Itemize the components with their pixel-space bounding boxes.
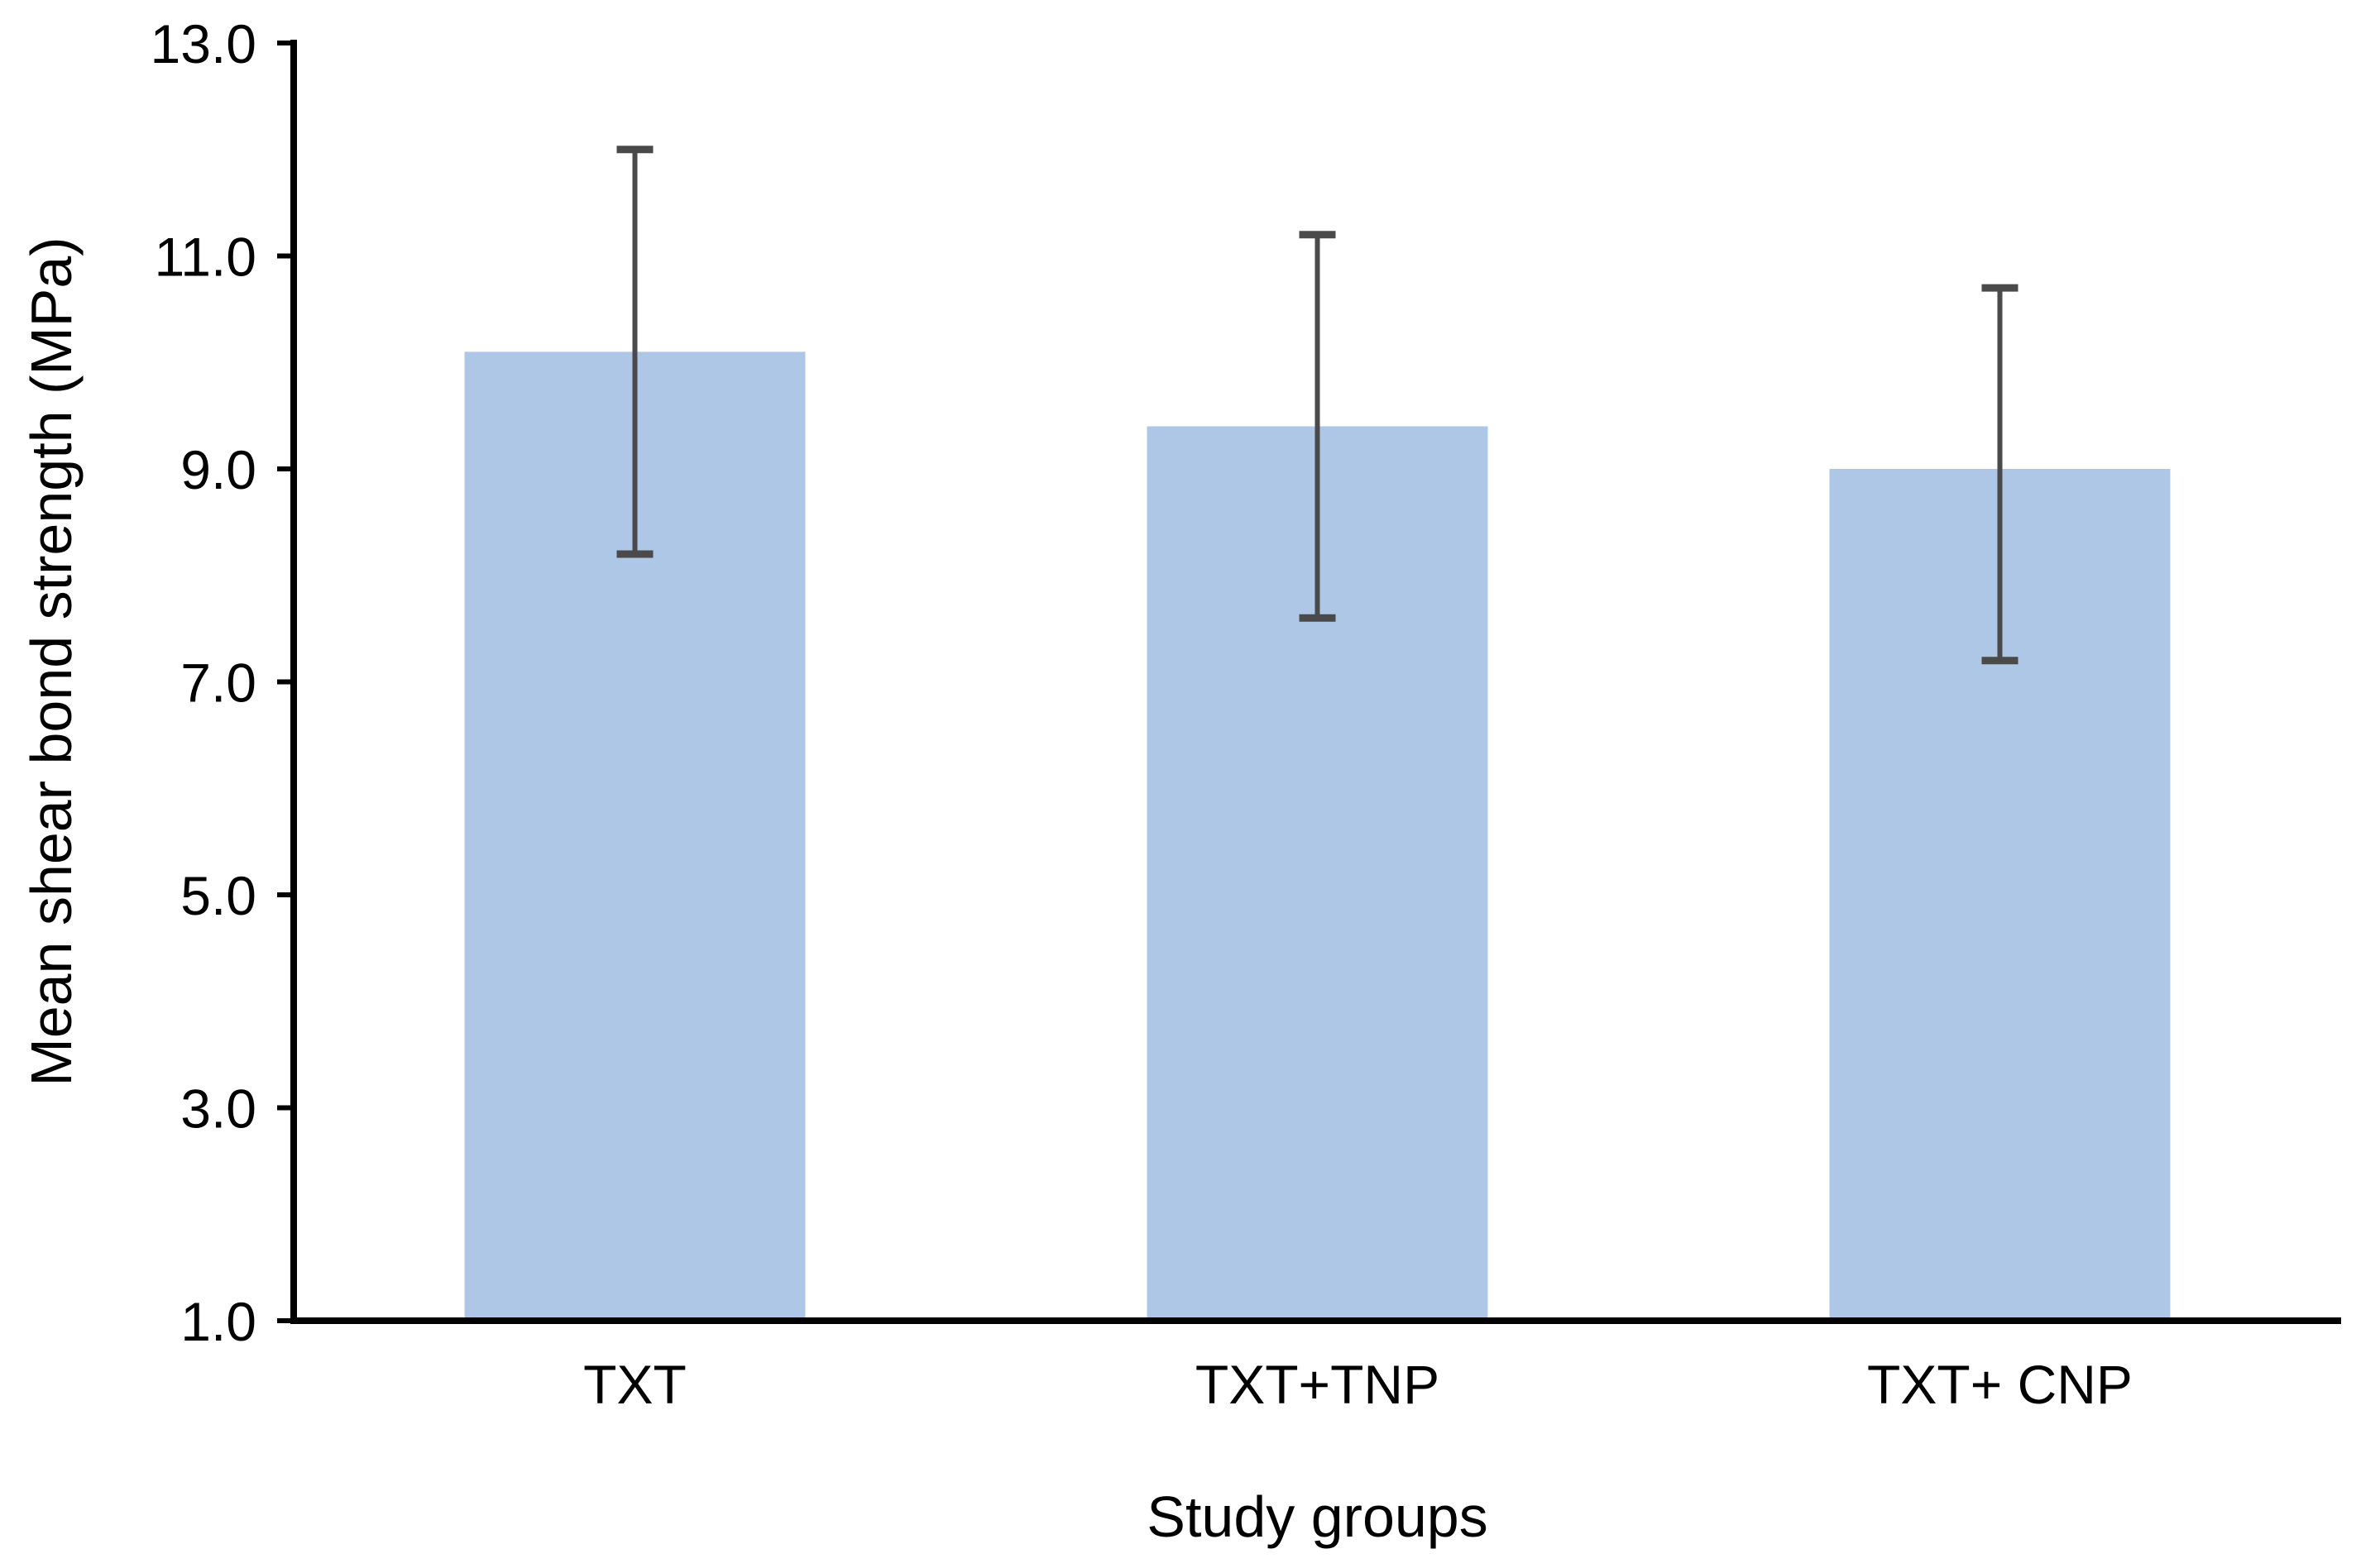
x-category-label-TXT+TNP: TXT+TNP bbox=[1195, 1354, 1439, 1415]
y-tick-label-3.0: 3.0 bbox=[180, 1078, 256, 1140]
y-tick-label-11.0: 11.0 bbox=[154, 227, 256, 288]
y-axis-title: Mean shear bond strength (MPa) bbox=[19, 237, 84, 1087]
y-tick-label-1.0: 1.0 bbox=[180, 1291, 256, 1352]
y-tick-label-5.0: 5.0 bbox=[180, 865, 256, 926]
y-tick-label-9.0: 9.0 bbox=[180, 439, 256, 500]
x-category-label-TXT: TXT bbox=[583, 1354, 687, 1415]
y-tick-label-13.0: 13.0 bbox=[151, 13, 256, 74]
x-axis-title: Study groups bbox=[1147, 1484, 1488, 1549]
y-tick-label-7.0: 7.0 bbox=[180, 653, 256, 714]
x-category-label-TXT+ CNP: TXT+ CNP bbox=[1867, 1354, 2133, 1415]
